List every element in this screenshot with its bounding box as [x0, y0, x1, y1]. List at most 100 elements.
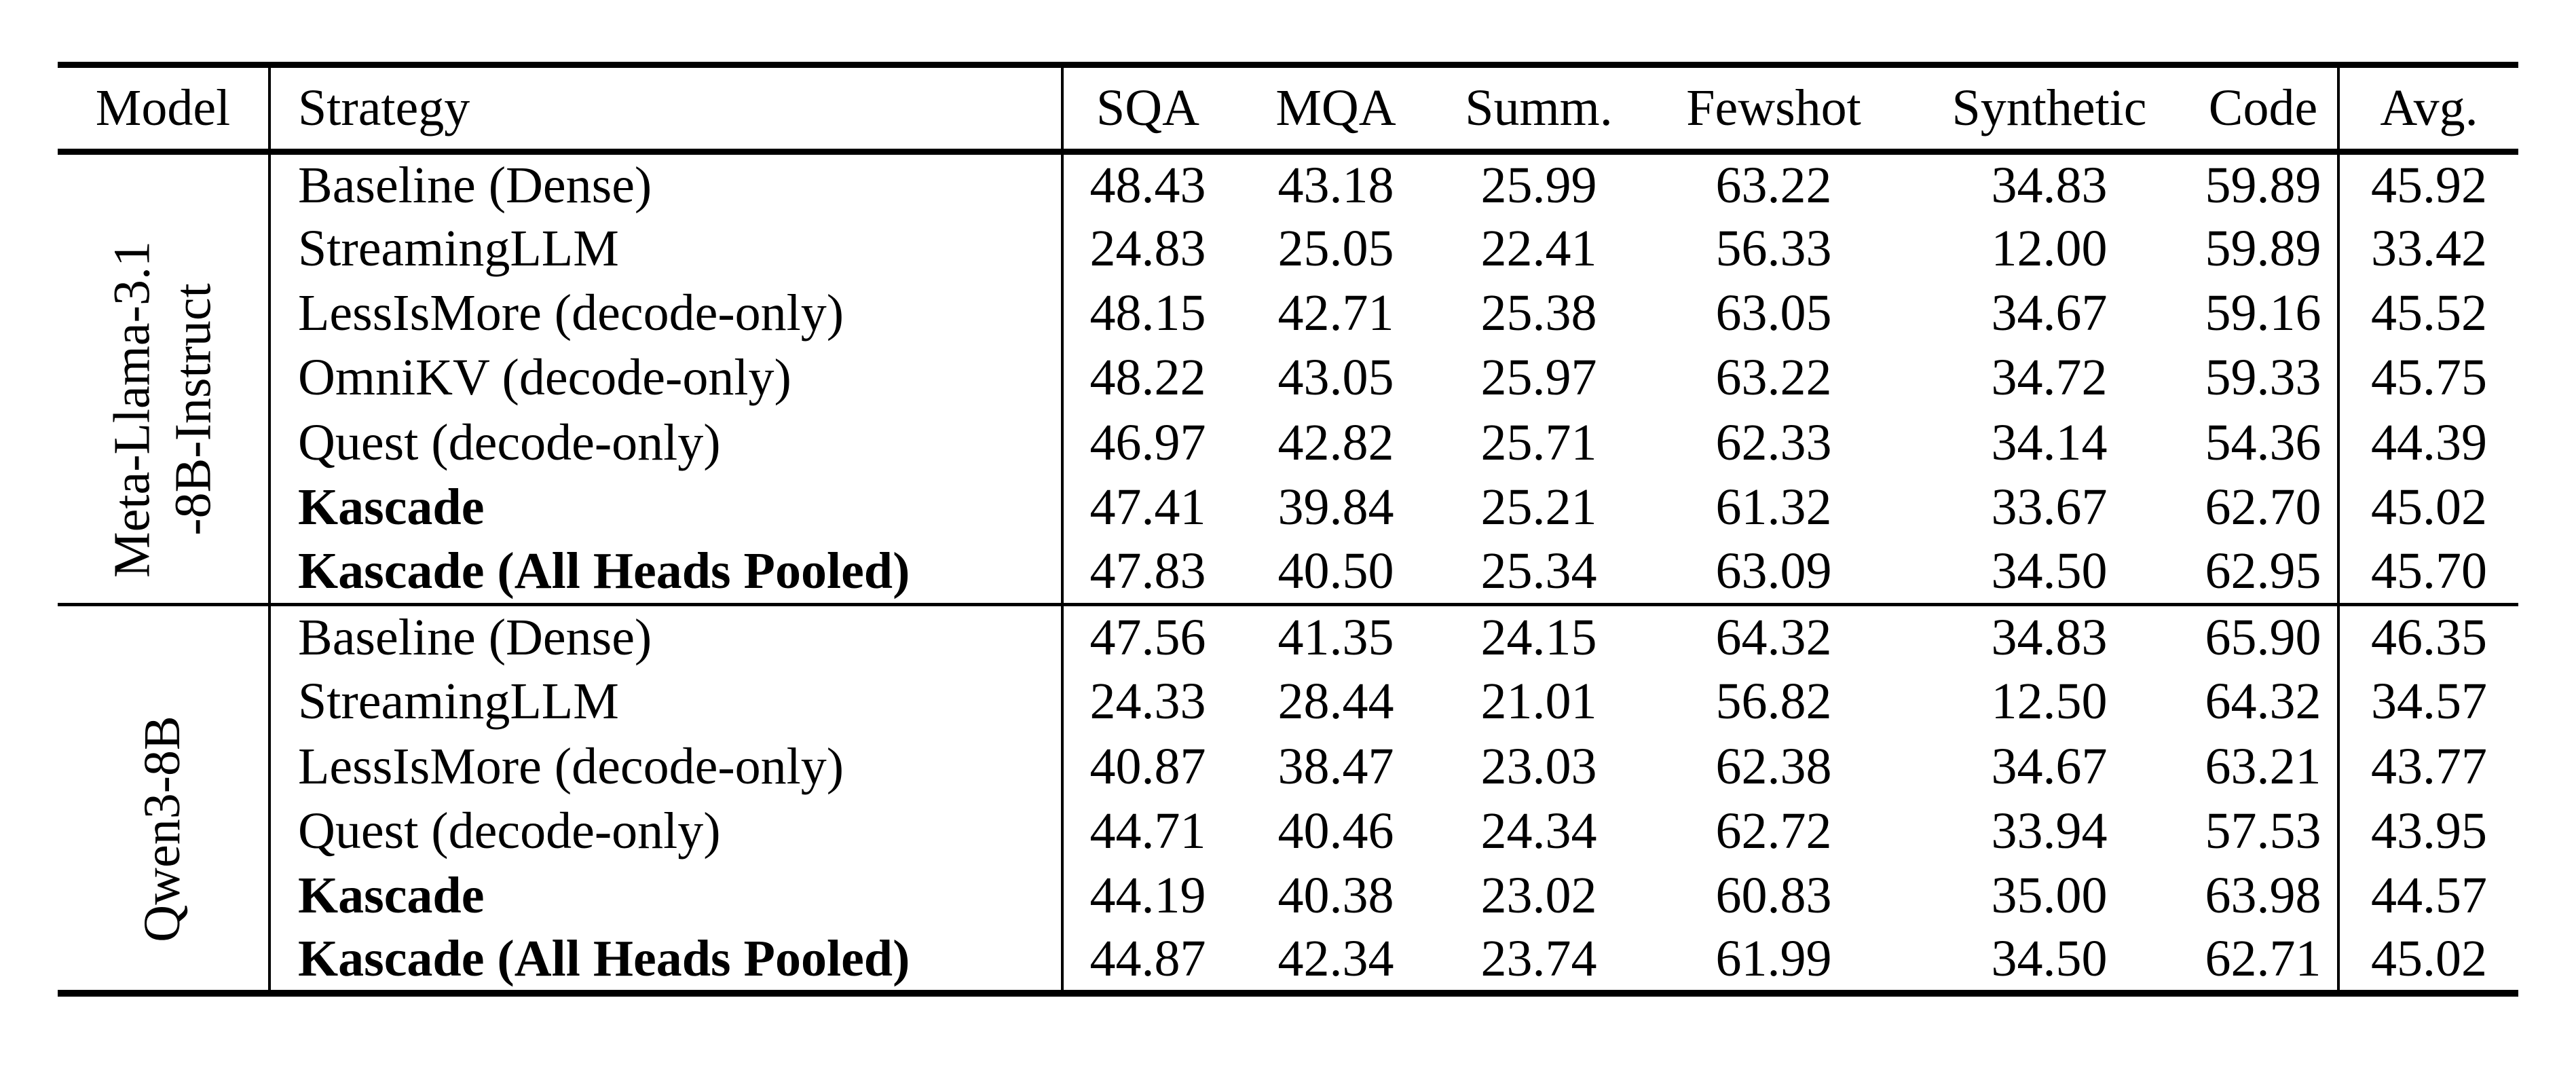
value-cell: 25.05 [1277, 219, 1394, 277]
strategy-cell: LessIsMore (decode-only) [269, 281, 1064, 346]
model-label-cell: Qwen3-8B [58, 604, 271, 993]
value-cell: 12.00 [1991, 219, 2108, 277]
strategy-cell: OmniKV (decode-only) [269, 346, 1064, 411]
value-cell: 61.32 [1715, 479, 1832, 536]
value-cell: 46.97 [1089, 413, 1206, 471]
value-cell: 54.36 [2205, 413, 2321, 471]
value-cell: 57.53 [2205, 802, 2321, 860]
column-header-synthetic: Synthetic [1909, 64, 2189, 155]
avg-value-cell: 45.92 [2337, 151, 2518, 217]
value-cell: 48.43 [1089, 156, 1206, 214]
avg-value-cell: 45.70 [2337, 540, 2518, 607]
value-cell: 34.83 [1991, 156, 2108, 214]
value-cell: 63.22 [1715, 156, 1832, 214]
value-cell: 41.35 [1277, 608, 1394, 666]
strategy-cell: Kascade [269, 864, 1064, 929]
value-cell: 44.87 [1089, 930, 1206, 988]
value-cell: 24.33 [1089, 673, 1206, 731]
value-cell: 40.46 [1277, 802, 1394, 860]
strategy-cell: StreamingLLM [269, 216, 1064, 282]
table-row: StreamingLLM 24.83 25.05 22.41 56.33 12.00 59.… [58, 216, 2518, 282]
model-label: Qwen3-8B [132, 716, 193, 942]
value-cell: 56.33 [1715, 219, 1832, 277]
strategy-cell: Quest (decode-only) [269, 798, 1064, 864]
value-cell: 63.98 [2205, 867, 2321, 925]
avg-value-cell: 45.02 [2337, 928, 2518, 993]
table-row: Kascade 44.19 40.38 23.02 60.83 35.00 63.98 44.… [58, 864, 2518, 929]
value-cell: 21.01 [1480, 673, 1597, 731]
value-cell: 33.94 [1991, 802, 2108, 860]
value-cell: 56.82 [1715, 673, 1832, 731]
value-cell: 47.41 [1089, 479, 1206, 536]
value-cell: 42.82 [1277, 413, 1394, 471]
value-cell: 44.19 [1089, 867, 1206, 925]
value-cell: 59.33 [2205, 349, 2321, 407]
avg-value-cell: 45.75 [2337, 346, 2518, 411]
value-cell: 42.34 [1277, 930, 1394, 988]
avg-value-cell: 46.35 [2337, 604, 2518, 669]
table-row: Kascade (All Heads Pooled) 44.87 42.34 23.7… [58, 928, 2518, 993]
value-cell: 24.34 [1480, 802, 1597, 860]
column-header-model: Model [58, 64, 271, 155]
avg-value-cell: 43.95 [2337, 798, 2518, 864]
strategy-cell: StreamingLLM [269, 669, 1064, 735]
model-label-cell: Meta-Llama-3.1 -8B-Instruct [58, 151, 271, 606]
value-cell: 34.14 [1991, 413, 2108, 471]
strategy-cell: Quest (decode-only) [269, 410, 1064, 475]
table-row: LessIsMore (decode-only) 40.87 38.47 23.03 6… [58, 734, 2518, 799]
model-label-line: -8B-Instruct [164, 283, 221, 536]
value-cell: 48.15 [1089, 284, 1206, 342]
avg-value-cell: 45.02 [2337, 475, 2518, 540]
table-row: LessIsMore (decode-only) 48.15 42.71 25.38 6… [58, 281, 2518, 346]
value-cell: 62.71 [2205, 930, 2321, 988]
table-row: Quest (decode-only) 46.97 42.82 25.71 62.33 3… [58, 410, 2518, 475]
column-header-fewshot: Fewshot [1638, 64, 1909, 155]
table-row: Kascade 47.41 39.84 25.21 61.32 33.67 62.70 45.… [58, 475, 2518, 540]
value-cell: 63.22 [1715, 349, 1832, 407]
value-cell: 62.95 [2189, 540, 2338, 607]
model-label-line: Meta-Llama-3.1 [103, 241, 161, 578]
value-cell: 43.18 [1277, 156, 1394, 214]
value-cell: 59.89 [2205, 156, 2321, 214]
value-cell: 25.21 [1480, 479, 1597, 536]
value-cell: 65.90 [2205, 608, 2321, 666]
value-cell: 34.50 [1909, 540, 2189, 607]
strategy-cell: Kascade (All Heads Pooled) [269, 928, 1064, 993]
value-cell: 34.72 [1991, 349, 2108, 407]
value-cell: 34.83 [1991, 608, 2108, 666]
column-header-mqa: MQA [1232, 64, 1440, 155]
table-row: StreamingLLM 24.33 28.44 21.01 56.82 12.50 64.… [58, 669, 2518, 735]
value-cell: 23.02 [1480, 867, 1597, 925]
model-label: Meta-Llama-3.1 -8B-Instruct [102, 241, 223, 578]
strategy-cell: Kascade [269, 475, 1064, 540]
value-cell: 34.50 [1991, 930, 2108, 988]
value-cell: 34.67 [1991, 284, 2108, 342]
value-cell: 24.83 [1089, 219, 1206, 277]
value-cell: 40.50 [1232, 540, 1440, 607]
value-cell: 28.44 [1277, 673, 1394, 731]
value-cell: 34.67 [1991, 737, 2108, 795]
value-cell: 35.00 [1991, 867, 2108, 925]
value-cell: 59.16 [2205, 284, 2321, 342]
column-header-summ: Summ. [1440, 64, 1638, 155]
avg-value-cell: 33.42 [2337, 216, 2518, 282]
table-row: Kascade (All Heads Pooled) 47.83 40.50 25.3… [58, 540, 2518, 607]
value-cell: 38.47 [1277, 737, 1394, 795]
value-cell: 25.34 [1440, 540, 1638, 607]
column-header-code: Code [2189, 64, 2338, 155]
avg-value-cell: 34.57 [2337, 669, 2518, 735]
value-cell: 43.05 [1277, 349, 1394, 407]
table-row: Meta-Llama-3.1 -8B-Instruct Baseline (Dens… [58, 151, 2518, 606]
value-cell: 39.84 [1277, 479, 1394, 536]
strategy-cell: Baseline (Dense) [269, 151, 1064, 217]
value-cell: 64.32 [1715, 608, 1832, 666]
value-cell: 63.09 [1638, 540, 1909, 607]
value-cell: 22.41 [1480, 219, 1597, 277]
value-cell: 60.83 [1715, 867, 1832, 925]
value-cell: 33.67 [1991, 479, 2108, 536]
value-cell: 25.38 [1480, 284, 1597, 342]
strategy-cell: LessIsMore (decode-only) [269, 734, 1064, 799]
model-label-line: Qwen3-8B [134, 715, 191, 942]
avg-value-cell: 44.39 [2337, 410, 2518, 475]
